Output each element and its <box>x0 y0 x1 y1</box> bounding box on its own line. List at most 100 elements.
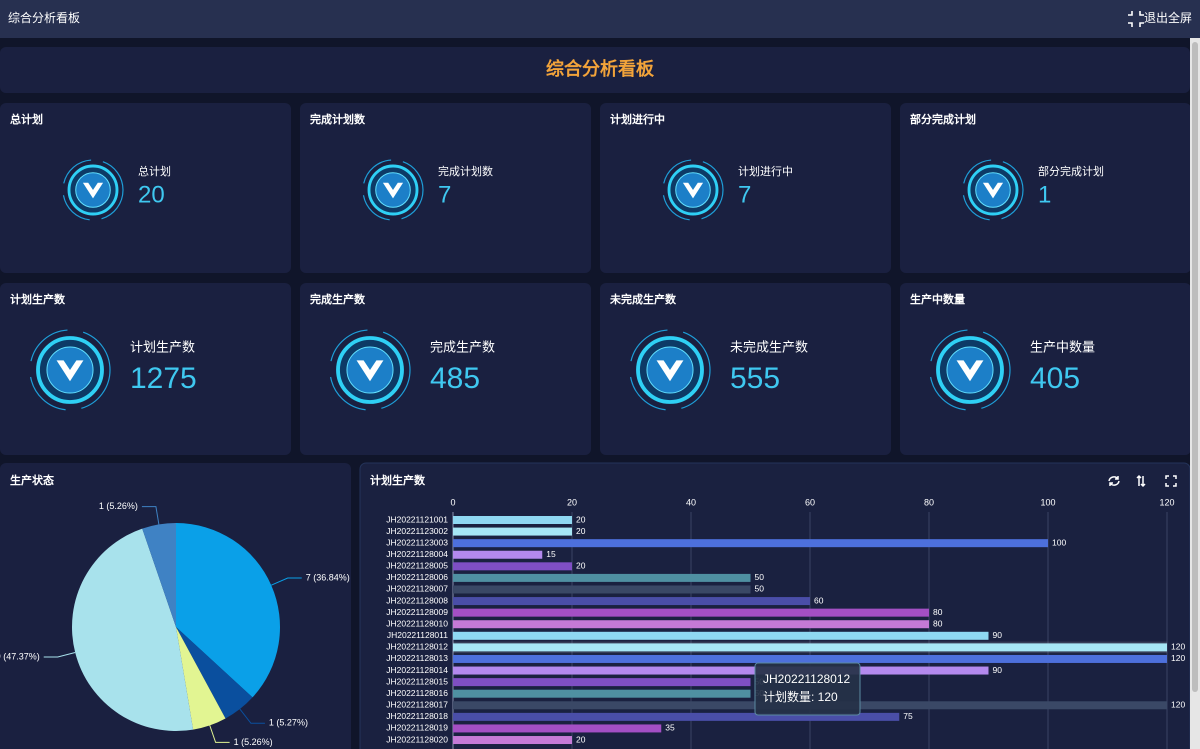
tooltip <box>754 662 861 716</box>
card-title: 未完成生产数 <box>609 292 677 306</box>
bar-value: 20 <box>576 734 586 744</box>
bar-value: 50 <box>755 572 765 582</box>
icon-v <box>56 360 84 382</box>
card-label: 完成生产数 <box>430 339 495 354</box>
x-tick-label: 40 <box>686 497 696 507</box>
y-tick-label: JH20221128011 <box>387 630 448 640</box>
bar-value: 120 <box>1171 653 1185 663</box>
card-value: 555 <box>730 362 780 395</box>
bar-value: 20 <box>576 526 586 536</box>
y-tick-label: JH20221128013 <box>386 653 448 663</box>
card-label: 计划生产数 <box>130 339 195 354</box>
leader-line <box>209 725 230 743</box>
pie-slice <box>176 627 226 730</box>
bar-value: 80 <box>933 618 943 628</box>
icon-v <box>956 360 984 382</box>
y-tick-label: JH20221128005 <box>386 561 448 571</box>
bar <box>453 643 1167 652</box>
bar <box>453 724 662 733</box>
icon-ring <box>962 159 1024 221</box>
bar-value: 35 <box>665 723 675 733</box>
y-tick-label: JH20221128017 <box>386 700 448 710</box>
y-tick-label: JH20221128014 <box>386 665 448 675</box>
slice-label: 1 (5.26%) <box>234 737 273 747</box>
icon-ring <box>62 159 124 221</box>
x-tick-label: 100 <box>1040 497 1055 507</box>
bar <box>453 562 572 571</box>
banner-title: 综合分析看板 <box>546 58 655 79</box>
card-label: 生产中数量 <box>1030 339 1095 354</box>
card-value: 1275 <box>130 362 197 395</box>
bar <box>453 573 751 582</box>
card-icon <box>362 159 424 221</box>
x-tick-label: 120 <box>1159 497 1174 507</box>
icon-ring <box>362 159 424 221</box>
card-title: 计划进行中 <box>610 112 665 126</box>
icon-v <box>382 182 404 199</box>
card <box>0 103 291 273</box>
bar <box>453 654 1167 663</box>
bar <box>453 585 751 594</box>
card-label: 总计划 <box>138 164 171 178</box>
pie-slice <box>176 627 253 719</box>
card-title: 生产中数量 <box>910 292 965 306</box>
bar <box>453 678 751 687</box>
bar-value: 50 <box>755 584 765 594</box>
card <box>900 283 1191 455</box>
tooltip-title: JH20221128012 <box>763 672 851 686</box>
top-bar <box>0 0 1200 38</box>
y-tick-label: JH20221128004 <box>386 549 448 559</box>
y-tick-label: JH20221128019 <box>386 723 448 733</box>
slice-label: 7 (36.84%) <box>306 572 350 582</box>
pie-slice <box>142 523 176 627</box>
toolbar[interactable] <box>1108 474 1177 488</box>
bar-value: 60 <box>814 595 824 605</box>
x-tick-label: 80 <box>924 497 934 507</box>
leader-line <box>141 506 160 525</box>
card-label: 未完成生产数 <box>730 339 808 354</box>
y-tick-label: JH20221128016 <box>386 688 448 698</box>
icon-v <box>682 182 704 199</box>
card-icon <box>962 159 1024 221</box>
bar <box>453 539 1048 548</box>
scrollbar-thumb[interactable] <box>1192 42 1198 692</box>
bar <box>453 736 572 745</box>
card-value: 20 <box>138 181 165 208</box>
bar <box>453 666 989 675</box>
bar-value: 90 <box>993 665 1003 675</box>
card <box>900 103 1191 273</box>
tooltip-text: 计划数量: 120 <box>763 689 838 704</box>
card-value: 405 <box>1030 362 1080 395</box>
icon-ring <box>662 159 724 221</box>
card-icon <box>629 329 711 411</box>
y-tick-label: JH20221128012 <box>386 642 448 652</box>
slice-label: 9 (47.37%) <box>0 651 40 661</box>
bar <box>453 608 929 617</box>
chart-title: 生产状态 <box>10 473 54 487</box>
chart-title: 计划生产数 <box>370 473 426 487</box>
card-icon <box>929 329 1011 411</box>
exit-icon[interactable] <box>1128 11 1144 27</box>
card-value: 485 <box>430 362 480 395</box>
bar <box>453 527 572 536</box>
bar <box>453 597 810 606</box>
card-icon <box>29 329 111 411</box>
icon-ring <box>929 329 1011 411</box>
bar-value: 100 <box>1052 537 1066 547</box>
y-tick-label: JH20221123002 <box>386 526 448 536</box>
bar-value: 120 <box>1171 642 1185 652</box>
icon-v <box>356 360 384 382</box>
y-tick-label: JH20221123003 <box>386 537 448 547</box>
exit-fullscreen[interactable]: 退出全屏 <box>1144 10 1192 25</box>
card-value: 1 <box>1038 181 1051 208</box>
icon-v <box>982 182 1004 199</box>
y-tick-label: JH20221128008 <box>386 595 448 605</box>
icon-ring <box>329 329 411 411</box>
y-tick-label: JH20221128006 <box>386 572 448 582</box>
card <box>300 103 591 273</box>
card-icon <box>662 159 724 221</box>
banner <box>0 47 1190 93</box>
app-title: 综合分析看板 <box>8 10 80 25</box>
pie-slice <box>176 523 280 698</box>
